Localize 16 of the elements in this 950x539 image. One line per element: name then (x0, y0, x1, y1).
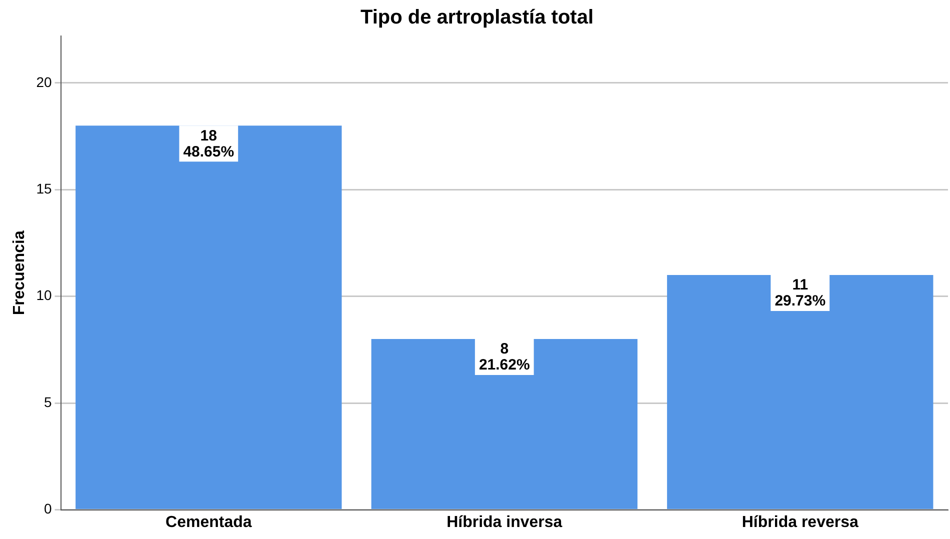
bar (76, 126, 342, 510)
x-tick-label: Cementada (166, 514, 252, 531)
data-label: 8 21.62% (478, 340, 530, 374)
y-tick-label: 10 (36, 287, 52, 304)
y-tick-label: 0 (44, 500, 52, 517)
y-tick-label: 20 (36, 74, 52, 90)
x-tick-label: Híbrida inversa (446, 514, 562, 531)
bar (667, 275, 934, 510)
x-tick-label: Híbrida reversa (742, 514, 858, 531)
data-label: 18 48.65% (183, 127, 234, 160)
y-tick-label: 5 (44, 394, 52, 410)
data-label: 11 29.73% (774, 276, 826, 310)
chart-title: Tipo de artroplastía total (360, 6, 594, 29)
y-tick-label: 15 (36, 180, 52, 197)
bar (371, 339, 638, 510)
y-axis-title: Frecuencia (11, 230, 28, 316)
